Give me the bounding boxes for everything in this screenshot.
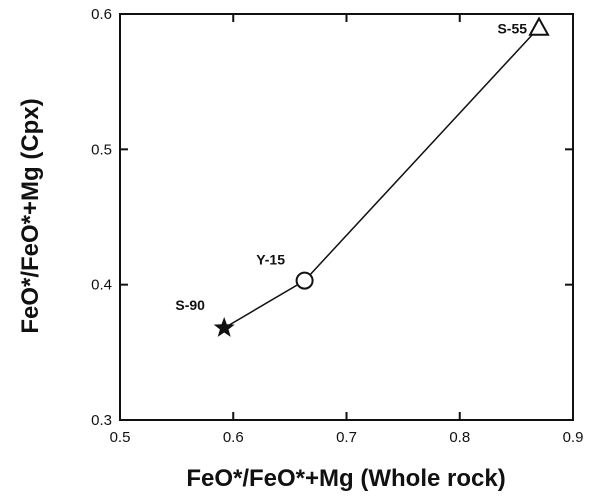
y-tick-label: 0.5 <box>91 141 112 158</box>
data-markers <box>213 16 550 337</box>
y-axis-label: FeO*/FeO*+Mg (Cpx) <box>17 98 44 333</box>
series-line <box>223 26 540 329</box>
x-tick-label: 0.9 <box>563 429 584 446</box>
y-tick-label: 0.4 <box>91 277 112 294</box>
x-tick-label: 0.6 <box>223 429 244 446</box>
star-marker <box>213 317 235 337</box>
x-tick-label: 0.7 <box>336 429 357 446</box>
plot-frame <box>119 13 574 421</box>
point-label: S-55 <box>497 21 527 37</box>
y-tick-label: 0.6 <box>91 6 112 23</box>
x-axis-ticks: 0.5 0.6 0.7 0.8 0.9 <box>110 14 584 446</box>
point-label: Y-15 <box>256 252 285 268</box>
x-axis-label: FeO*/FeO*+Mg (Whole rock) <box>186 465 505 492</box>
data-point-labels: S-90 Y-15 S-55 <box>175 21 527 313</box>
y-tick-label: 0.3 <box>91 412 112 429</box>
point-label: S-90 <box>175 297 205 313</box>
circle-marker <box>295 271 314 290</box>
triangle-marker <box>528 16 550 36</box>
x-tick-label: 0.5 <box>110 429 131 446</box>
x-tick-label: 0.8 <box>449 429 470 446</box>
y-axis-ticks: 0.3 0.4 0.5 0.6 <box>91 6 573 429</box>
